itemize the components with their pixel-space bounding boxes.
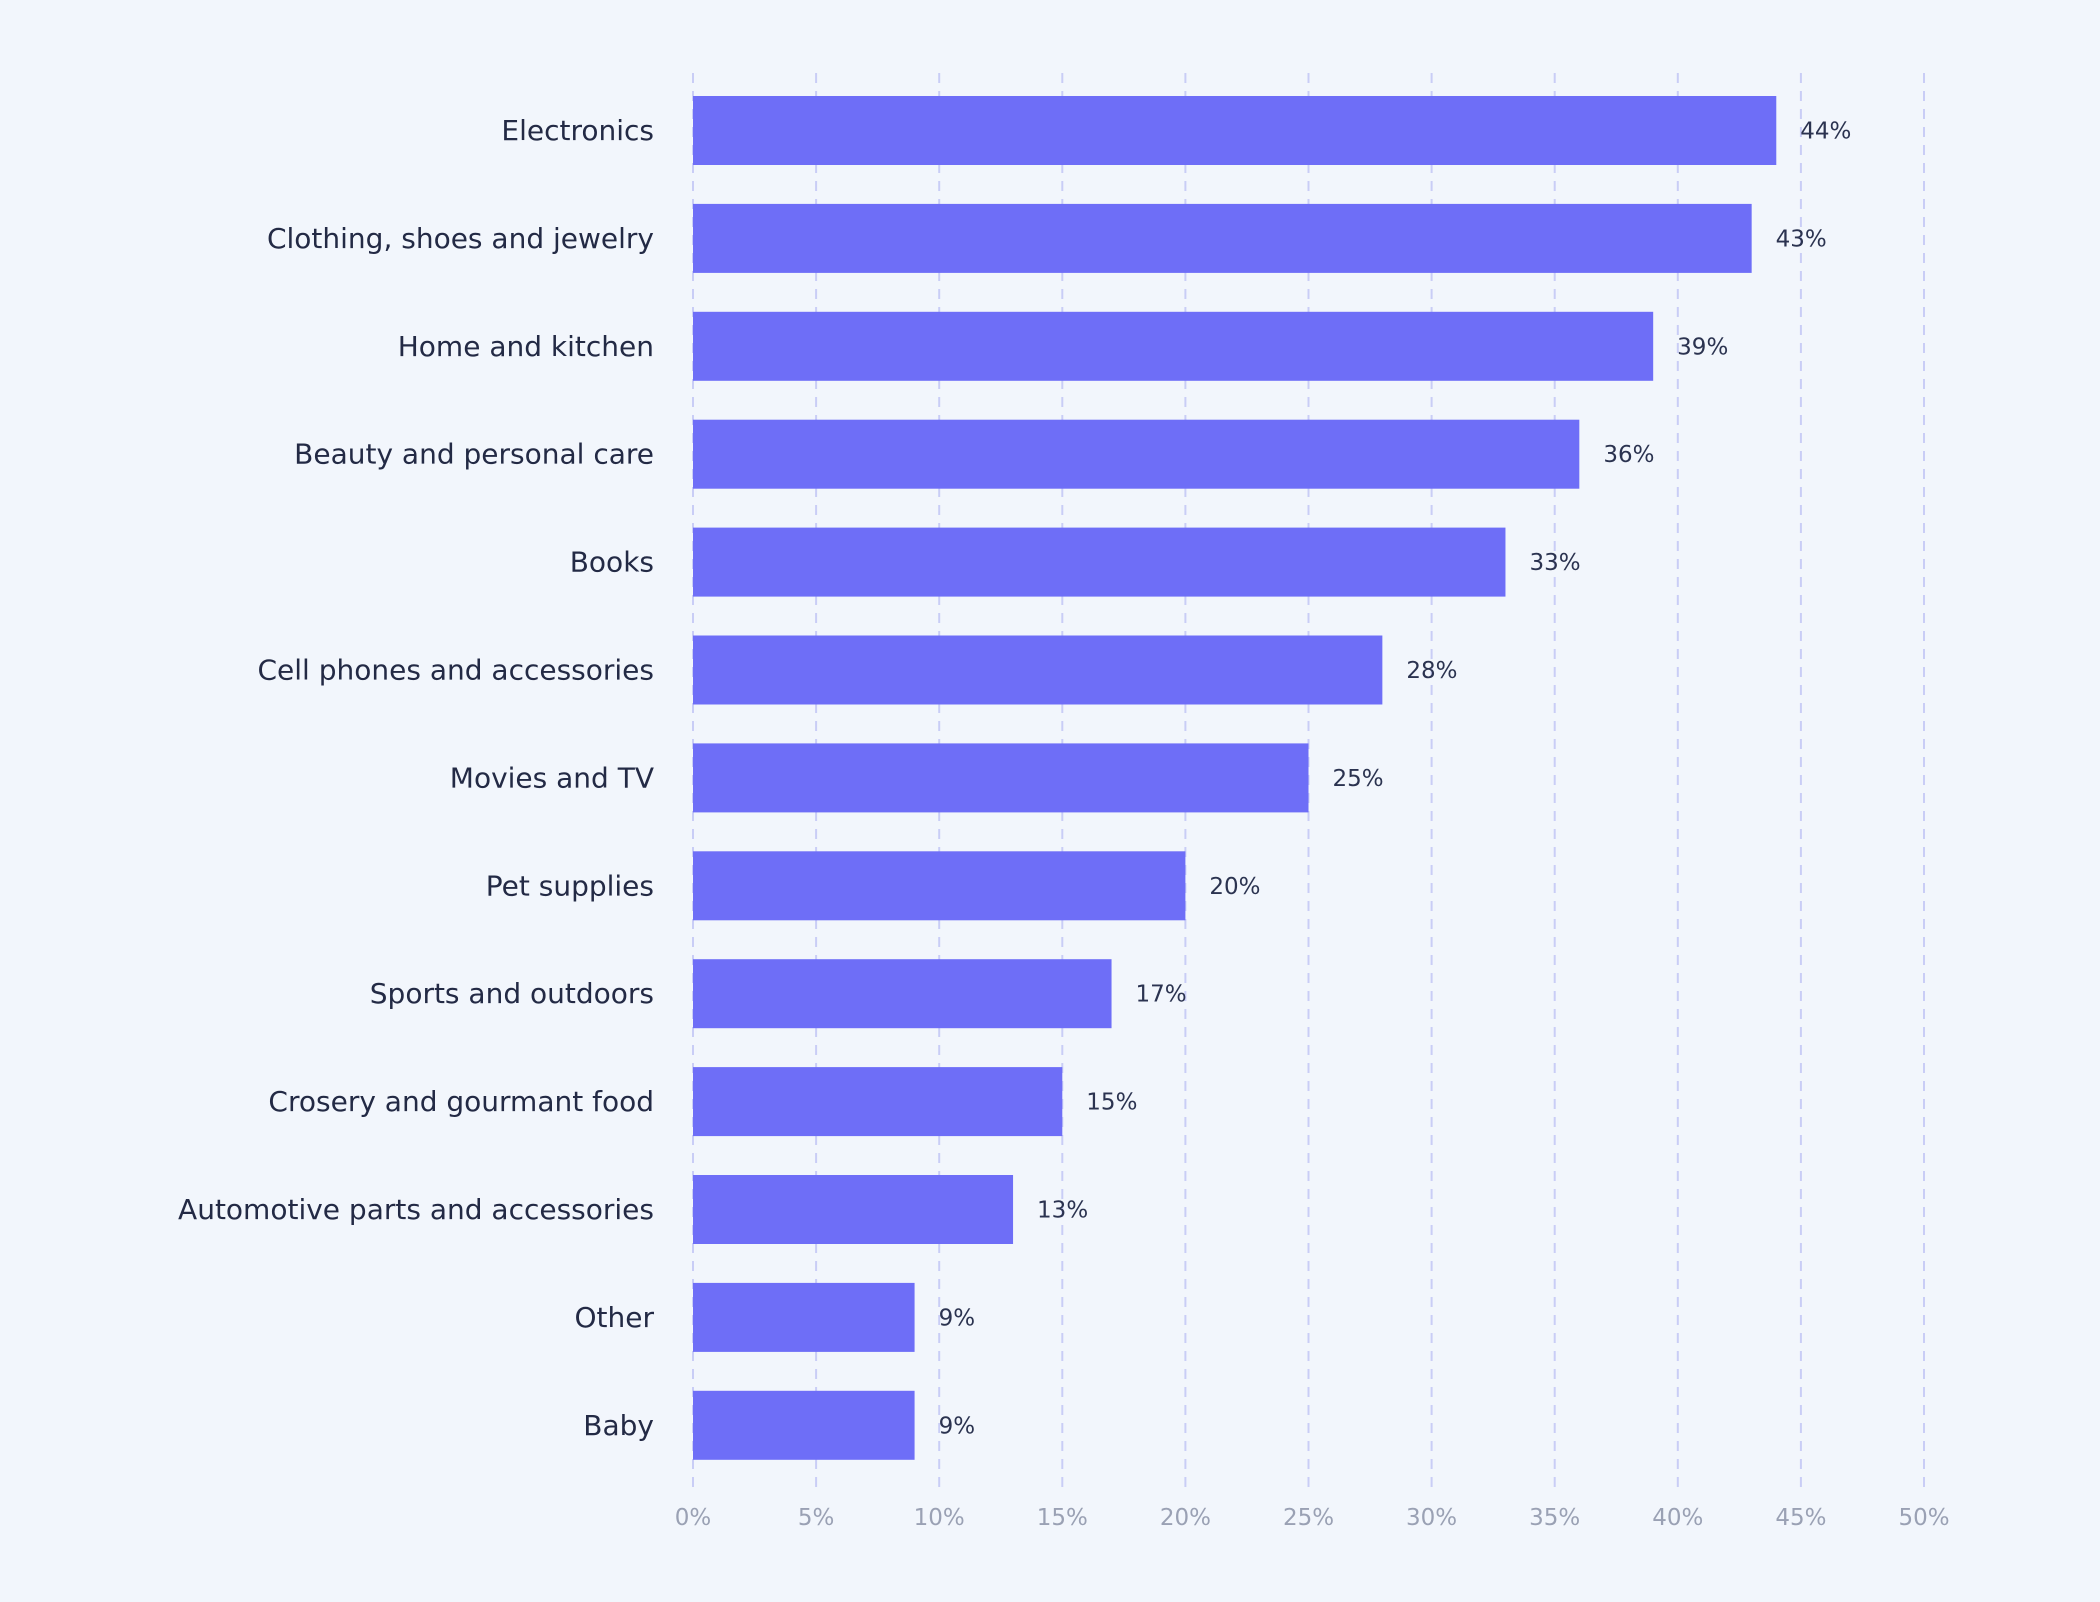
bar — [693, 743, 1309, 813]
x-tick-label: 40% — [1652, 1505, 1703, 1531]
value-label: 33% — [1529, 550, 1580, 576]
category-label: Pet supplies — [486, 869, 654, 902]
value-label: 17% — [1136, 982, 1187, 1008]
bar — [693, 851, 1186, 921]
x-tick-label: 10% — [914, 1505, 965, 1531]
category-labels: Electronics Clothing, shoes and jewelry Ho… — [178, 114, 654, 1442]
value-labels: 44% 43% 39% 36% 33% 28% 25% 20% 17% 15% 13% 9% 9% — [939, 119, 1852, 1440]
bar — [693, 1175, 1014, 1244]
category-label: Beauty and personal care — [294, 438, 654, 471]
x-tick-label: 30% — [1406, 1505, 1457, 1531]
x-tick-label: 35% — [1529, 1505, 1580, 1531]
x-tick-label: 50% — [1898, 1505, 1949, 1531]
bar — [693, 635, 1383, 705]
value-label: 43% — [1776, 226, 1827, 252]
category-label: Movies and TV — [450, 761, 654, 794]
x-tick-label: 0% — [675, 1505, 712, 1531]
value-label: 13% — [1037, 1198, 1088, 1224]
bar — [693, 1067, 1063, 1137]
bar — [693, 311, 1654, 381]
bar — [693, 1390, 915, 1460]
x-tick-label: 45% — [1775, 1505, 1826, 1531]
value-label: 9% — [939, 1413, 976, 1439]
value-label: 15% — [1086, 1090, 1137, 1116]
category-label: Sports and outdoors — [370, 977, 654, 1010]
value-label: 39% — [1677, 334, 1728, 360]
bars — [693, 96, 1777, 1460]
value-label: 9% — [939, 1305, 976, 1331]
category-label: Automotive parts and accessories — [178, 1193, 654, 1226]
value-label: 36% — [1603, 442, 1654, 468]
category-label: Electronics — [501, 114, 654, 147]
bar — [693, 1282, 915, 1352]
category-label: Home and kitchen — [398, 330, 654, 363]
category-label: Cell phones and accessories — [257, 654, 654, 687]
bar — [693, 419, 1580, 489]
x-tick-label: 15% — [1037, 1505, 1088, 1531]
category-label: Books — [570, 546, 654, 579]
category-label: Crosery and gourmant food — [268, 1085, 654, 1118]
category-label: Clothing, shoes and jewelry — [267, 222, 654, 255]
category-label: Baby — [583, 1409, 654, 1442]
value-label: 44% — [1800, 119, 1851, 145]
value-label: 20% — [1209, 874, 1260, 900]
bar — [693, 527, 1506, 597]
x-tick-label: 25% — [1283, 1505, 1334, 1531]
value-label: 28% — [1406, 658, 1457, 684]
value-label: 25% — [1333, 766, 1384, 792]
category-label: Other — [574, 1301, 654, 1334]
x-tick-label: 20% — [1160, 1505, 1211, 1531]
bar — [693, 96, 1777, 165]
x-axis-tick-labels: 0% 5% 10% 15% 20% 25% 30% 35% 40% 45% 50% — [675, 1505, 1950, 1531]
bar — [693, 959, 1112, 1029]
bar — [693, 203, 1752, 273]
x-tick-label: 5% — [798, 1505, 835, 1531]
